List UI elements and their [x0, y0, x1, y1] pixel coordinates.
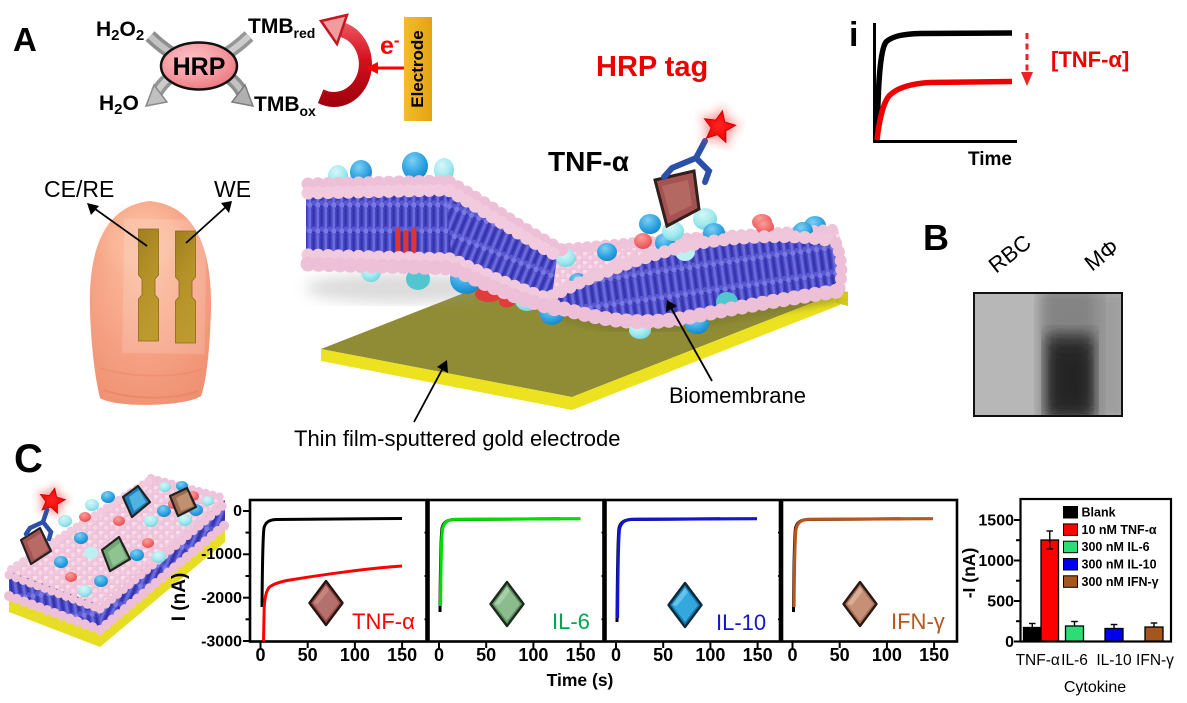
svg-text:100: 100 [518, 645, 548, 665]
svg-text:0: 0 [787, 645, 797, 665]
svg-text:-2000: -2000 [201, 590, 242, 607]
svg-text:100: 100 [872, 645, 902, 665]
svg-text:TNF-α: TNF-α [548, 146, 629, 177]
svg-text:-3000: -3000 [201, 634, 242, 651]
svg-text:0: 0 [434, 645, 444, 665]
svg-text:TNF-α: TNF-α [352, 609, 415, 634]
svg-text:50: 50 [830, 645, 850, 665]
svg-text:Time: Time [968, 149, 1012, 170]
svg-text:IL-10: IL-10 [716, 610, 766, 635]
svg-text:B: B [923, 217, 949, 258]
svg-text:0: 0 [1005, 634, 1014, 651]
svg-text:IL-6: IL-6 [552, 609, 590, 634]
svg-text:Electrode: Electrode [408, 30, 427, 107]
svg-text:0: 0 [255, 645, 265, 665]
svg-text:IFN-γ: IFN-γ [891, 609, 945, 634]
svg-text:HRP: HRP [173, 53, 226, 81]
svg-text:500: 500 [987, 594, 1014, 611]
svg-text:300 nM IL-10: 300 nM IL-10 [1082, 558, 1157, 572]
svg-text:300 nM IL-6: 300 nM IL-6 [1082, 540, 1150, 554]
svg-text:TNF-α: TNF-α [1016, 652, 1060, 669]
svg-text:C: C [14, 437, 43, 481]
svg-text:50: 50 [653, 645, 673, 665]
svg-text:-1000: -1000 [201, 546, 242, 563]
svg-text:150: 150 [387, 645, 417, 665]
svg-text:-I (nA): -I (nA) [959, 548, 979, 599]
svg-text:IFN-γ: IFN-γ [1136, 652, 1174, 669]
svg-text:50: 50 [476, 645, 496, 665]
svg-text:H2O2: H2O2 [96, 18, 144, 44]
svg-text:300 nM IFN-γ: 300 nM IFN-γ [1082, 575, 1159, 589]
svg-text:Biomembrane: Biomembrane [669, 383, 806, 408]
svg-text:1500: 1500 [978, 513, 1014, 530]
svg-text:Cytokine: Cytokine [1064, 679, 1126, 696]
svg-text:0: 0 [611, 645, 621, 665]
svg-text:IL-6: IL-6 [1061, 652, 1088, 669]
svg-text:10 nM TNF-α: 10 nM TNF-α [1082, 523, 1157, 537]
svg-text:IL-10: IL-10 [1096, 652, 1132, 669]
svg-text:CE/RE: CE/RE [44, 176, 114, 202]
svg-text:0: 0 [233, 503, 242, 520]
svg-text:Thin film-sputtered gold elect: Thin film-sputtered gold electrode [294, 426, 621, 451]
svg-text:A: A [13, 21, 37, 58]
svg-text:i: i [849, 16, 858, 54]
svg-text:150: 150 [919, 645, 949, 665]
svg-text:Blank: Blank [1082, 506, 1116, 520]
svg-text:WE: WE [214, 176, 251, 202]
svg-text:Time (s): Time (s) [547, 670, 614, 690]
svg-text:100: 100 [340, 645, 370, 665]
svg-text:1000: 1000 [978, 553, 1014, 570]
svg-text:I (nA): I (nA) [169, 573, 190, 622]
svg-text:150: 150 [743, 645, 773, 665]
svg-text:HRP tag: HRP tag [596, 51, 708, 83]
svg-text:50: 50 [298, 645, 318, 665]
svg-text:150: 150 [566, 645, 596, 665]
svg-text:[TNF-α]: [TNF-α] [1051, 47, 1129, 72]
svg-text:100: 100 [695, 645, 725, 665]
